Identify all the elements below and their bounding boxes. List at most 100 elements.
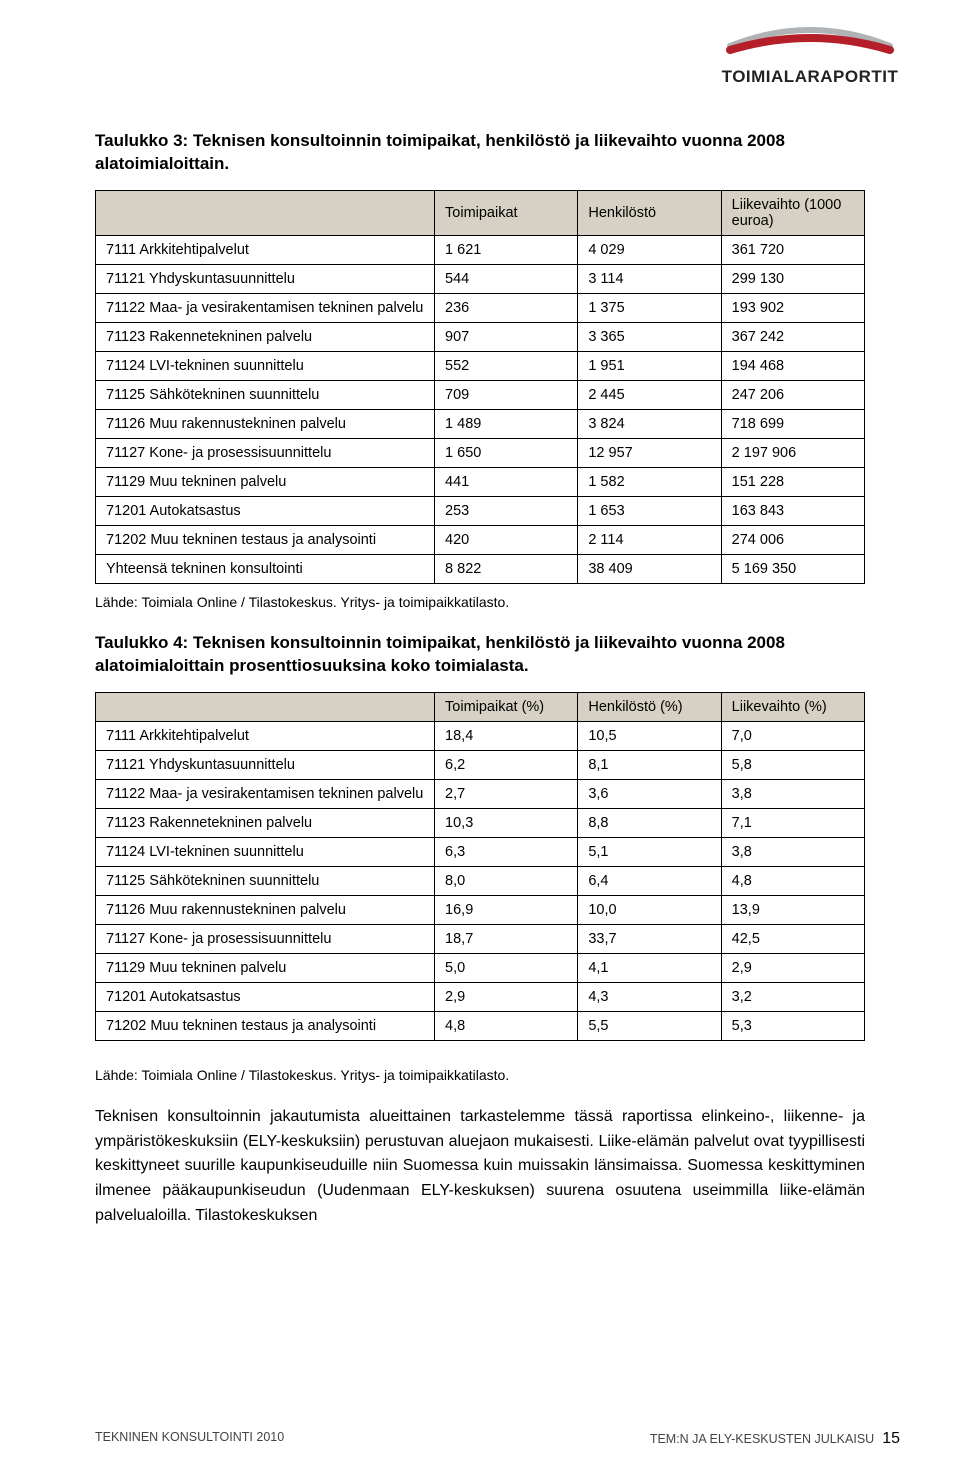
table-row: 71122 Maa- ja vesirakentamisen tekninen … (96, 293, 865, 322)
table-cell: 71121 Yhdyskuntasuunnittelu (96, 264, 435, 293)
table4-col3: Liikevaihto (%) (721, 692, 864, 721)
table-cell: 1 489 (435, 409, 578, 438)
table-cell: 1 650 (435, 438, 578, 467)
table-cell: 2,9 (435, 982, 578, 1011)
table-row: 71201 Autokatsastus2,94,33,2 (96, 982, 865, 1011)
table-cell: 7111 Arkkitehtipalvelut (96, 235, 435, 264)
table-cell: 8,8 (578, 808, 721, 837)
table-cell: 441 (435, 467, 578, 496)
table-cell: 236 (435, 293, 578, 322)
table-cell: 8,0 (435, 866, 578, 895)
table-cell: 71129 Muu tekninen palvelu (96, 953, 435, 982)
table-cell: 3,8 (721, 779, 864, 808)
table-cell: 5,3 (721, 1011, 864, 1040)
body-paragraph: Teknisen konsultoinnin jakautumista alue… (95, 1105, 865, 1229)
table-row: 71123 Rakennetekninen palvelu9073 365367… (96, 322, 865, 351)
table-cell: 1 653 (578, 496, 721, 525)
table-cell: 13,9 (721, 895, 864, 924)
table-cell: 8,1 (578, 750, 721, 779)
table-cell: 2 114 (578, 525, 721, 554)
table-cell: 907 (435, 322, 578, 351)
table-cell: 163 843 (721, 496, 864, 525)
table3-header-row: Toimipaikat Henkilöstö Liikevaihto (1000… (96, 190, 865, 235)
table-cell: 5 169 350 (721, 554, 864, 583)
table-row: 71123 Rakennetekninen palvelu10,38,87,1 (96, 808, 865, 837)
table-cell: 4,3 (578, 982, 721, 1011)
table4-title: Taulukko 4: Teknisen konsultoinnin toimi… (95, 632, 865, 678)
table-cell: 2,7 (435, 779, 578, 808)
table-cell: 71202 Muu tekninen testaus ja analysoint… (96, 1011, 435, 1040)
table-cell: 361 720 (721, 235, 864, 264)
table4-source: Lähde: Toimiala Online / Tilastokeskus. … (95, 1067, 865, 1083)
table-cell: 4,8 (721, 866, 864, 895)
table-row: 71124 LVI-tekninen suunnittelu5521 95119… (96, 351, 865, 380)
table-row: 71126 Muu rakennustekninen palvelu1 4893… (96, 409, 865, 438)
table-cell: 8 822 (435, 554, 578, 583)
table-row: 71124 LVI-tekninen suunnittelu6,35,13,8 (96, 837, 865, 866)
table-cell: 4,8 (435, 1011, 578, 1040)
table-cell: 71125 Sähkötekninen suunnittelu (96, 380, 435, 409)
table-cell: 3,2 (721, 982, 864, 1011)
table-cell: 71124 LVI-tekninen suunnittelu (96, 837, 435, 866)
table-row: 71127 Kone- ja prosessisuunnittelu18,733… (96, 924, 865, 953)
table-cell: 71121 Yhdyskuntasuunnittelu (96, 750, 435, 779)
table-cell: 420 (435, 525, 578, 554)
table-cell: 12 957 (578, 438, 721, 467)
table4-header-row: Toimipaikat (%) Henkilöstö (%) Liikevaih… (96, 692, 865, 721)
table-cell: 1 951 (578, 351, 721, 380)
table-cell: 71202 Muu tekninen testaus ja analysoint… (96, 525, 435, 554)
table-cell: 718 699 (721, 409, 864, 438)
table-cell: 10,3 (435, 808, 578, 837)
table-row: 71126 Muu rakennustekninen palvelu16,910… (96, 895, 865, 924)
table-cell: 7111 Arkkitehtipalvelut (96, 721, 435, 750)
swoosh-icon (720, 20, 900, 60)
table-cell: 71124 LVI-tekninen suunnittelu (96, 351, 435, 380)
table-row: 71129 Muu tekninen palvelu5,04,12,9 (96, 953, 865, 982)
table-cell: 3,8 (721, 837, 864, 866)
table3-source: Lähde: Toimiala Online / Tilastokeskus. … (95, 594, 865, 610)
table-cell: 7,0 (721, 721, 864, 750)
table-cell: 3,6 (578, 779, 721, 808)
table-cell: 151 228 (721, 467, 864, 496)
table3: Toimipaikat Henkilöstö Liikevaihto (1000… (95, 190, 865, 584)
table-cell: 253 (435, 496, 578, 525)
table-cell: 71126 Muu rakennustekninen palvelu (96, 895, 435, 924)
table-row: 71127 Kone- ja prosessisuunnittelu1 6501… (96, 438, 865, 467)
table-cell: 71127 Kone- ja prosessisuunnittelu (96, 924, 435, 953)
table-cell: 1 621 (435, 235, 578, 264)
table-cell: 5,0 (435, 953, 578, 982)
table-cell: 1 582 (578, 467, 721, 496)
table-row: 71122 Maa- ja vesirakentamisen tekninen … (96, 779, 865, 808)
table-cell: 71201 Autokatsastus (96, 496, 435, 525)
table-cell: 709 (435, 380, 578, 409)
table-cell: 71123 Rakennetekninen palvelu (96, 808, 435, 837)
table-cell: 299 130 (721, 264, 864, 293)
table-cell: 194 468 (721, 351, 864, 380)
table-cell: 71126 Muu rakennustekninen palvelu (96, 409, 435, 438)
table-row: 71125 Sähkötekninen suunnittelu7092 4452… (96, 380, 865, 409)
table4: Toimipaikat (%) Henkilöstö (%) Liikevaih… (95, 692, 865, 1041)
table4-col1: Toimipaikat (%) (435, 692, 578, 721)
page-number: 15 (882, 1430, 900, 1448)
table-cell: 71129 Muu tekninen palvelu (96, 467, 435, 496)
table3-col0 (96, 190, 435, 235)
table-cell: 5,5 (578, 1011, 721, 1040)
table-cell: 274 006 (721, 525, 864, 554)
table3-col3: Liikevaihto (1000 euroa) (721, 190, 864, 235)
table-cell: 5,8 (721, 750, 864, 779)
page-footer: TEKNINEN KONSULTOINTI 2010 TEM:N JA ELY-… (95, 1430, 900, 1448)
table-cell: 6,2 (435, 750, 578, 779)
table-row: 71125 Sähkötekninen suunnittelu8,06,44,8 (96, 866, 865, 895)
table4-col2: Henkilöstö (%) (578, 692, 721, 721)
table-cell: 18,4 (435, 721, 578, 750)
table3-title: Taulukko 3: Teknisen konsultoinnin toimi… (95, 130, 865, 176)
table-cell: 6,3 (435, 837, 578, 866)
table-row: 71129 Muu tekninen palvelu4411 582151 22… (96, 467, 865, 496)
table-cell: 18,7 (435, 924, 578, 953)
table-cell: 3 824 (578, 409, 721, 438)
table-row: 71121 Yhdyskuntasuunnittelu6,28,15,8 (96, 750, 865, 779)
table-cell: 4,1 (578, 953, 721, 982)
table4-col0 (96, 692, 435, 721)
table-cell: 2 445 (578, 380, 721, 409)
footer-left: TEKNINEN KONSULTOINTI 2010 (95, 1430, 284, 1448)
